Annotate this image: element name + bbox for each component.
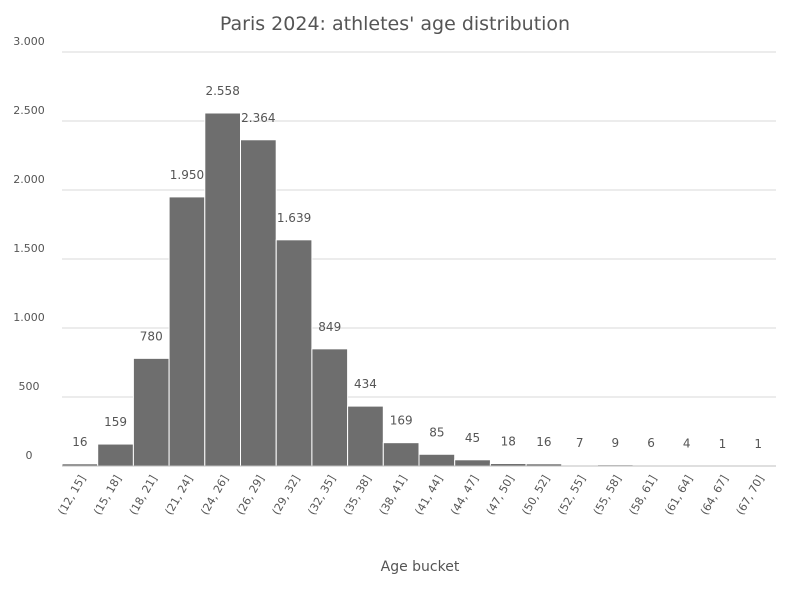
bar (98, 444, 134, 466)
y-tick-label: 1.000 (13, 311, 45, 324)
data-label: 1.639 (277, 211, 311, 225)
bar (419, 454, 455, 466)
bar (383, 443, 419, 466)
data-label: 1 (719, 437, 727, 451)
bar (133, 358, 169, 466)
bar (205, 113, 241, 466)
y-tick-label: 500 (19, 380, 40, 393)
y-tick-label: 3.000 (13, 35, 45, 48)
y-tick-label: 2.500 (13, 104, 45, 117)
bar (169, 197, 205, 466)
data-label: 169 (390, 414, 413, 428)
bar (312, 349, 348, 466)
data-label: 6 (647, 436, 655, 450)
data-label: 45 (465, 431, 480, 445)
y-tick-label: 0 (26, 449, 33, 462)
data-label: 4 (683, 436, 691, 450)
bar (276, 240, 312, 466)
data-label: 16 (72, 435, 87, 449)
data-label: 7 (576, 436, 584, 450)
data-label: 849 (318, 320, 341, 334)
bar (348, 406, 384, 466)
x-axis-title: Age bucket (381, 559, 460, 575)
data-label: 2.364 (241, 111, 275, 125)
y-tick-label: 2.000 (13, 173, 45, 186)
data-label: 434 (354, 377, 377, 391)
data-label: 1 (754, 437, 762, 451)
data-label: 16 (536, 435, 551, 449)
data-label: 85 (429, 425, 444, 439)
data-label: 2.558 (205, 84, 239, 98)
data-label: 1.950 (170, 168, 204, 182)
chart-title: Paris 2024: athletes' age distribution (220, 13, 570, 35)
bar (241, 140, 277, 466)
bar (455, 460, 491, 466)
y-tick-label: 1.500 (13, 242, 45, 255)
data-label: 780 (140, 329, 163, 343)
data-label: 9 (612, 436, 620, 450)
data-label: 159 (104, 415, 127, 429)
data-label: 18 (501, 435, 516, 449)
